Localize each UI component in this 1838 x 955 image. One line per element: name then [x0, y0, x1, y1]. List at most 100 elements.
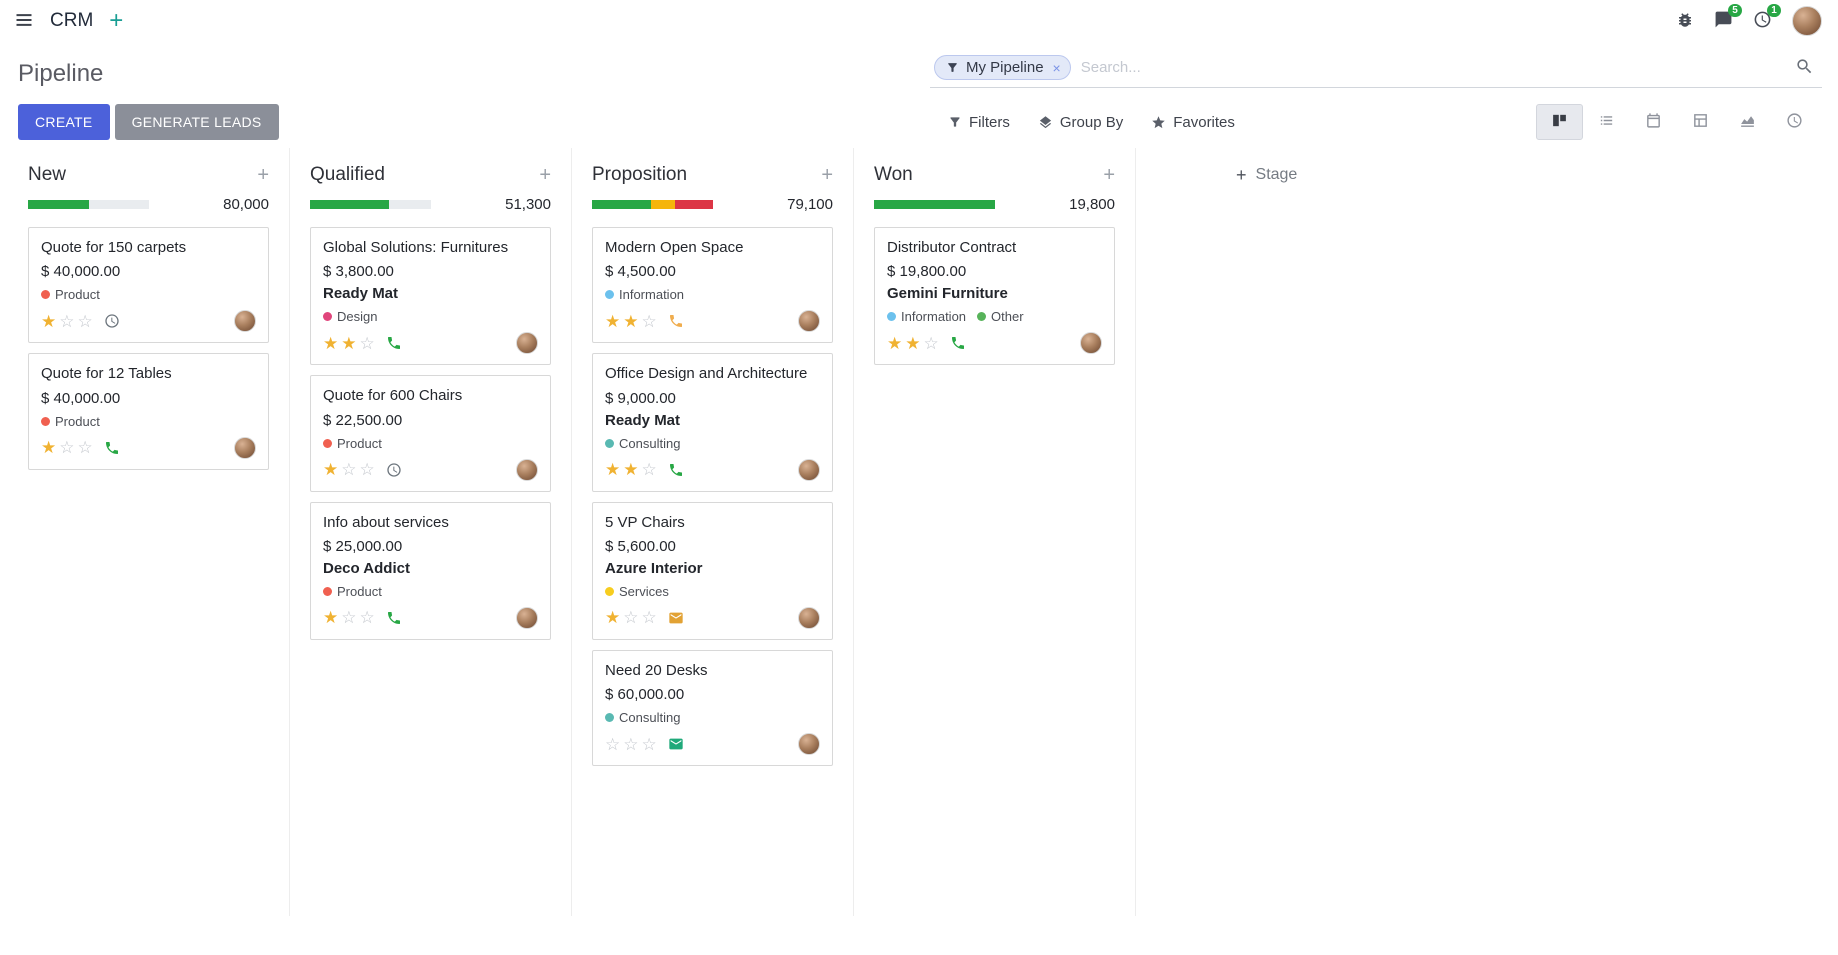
card-title: Quote for 12 Tables — [41, 365, 172, 383]
priority-star-icon[interactable]: ☆ — [359, 608, 375, 628]
priority-star-icon[interactable]: ☆ — [641, 608, 657, 628]
priority-star-icon[interactable]: ☆ — [341, 460, 357, 479]
priority-star-icon[interactable]: ★ — [323, 608, 339, 628]
priority-star-icon[interactable]: ★ — [623, 460, 639, 479]
column-progressbar[interactable] — [310, 200, 431, 209]
column-title[interactable]: Proposition — [592, 164, 688, 185]
card-tag: Product — [41, 287, 100, 302]
column-add-button[interactable]: + — [539, 165, 551, 185]
card-tag: Services — [605, 584, 669, 599]
card-tag: Product — [41, 414, 100, 429]
priority-star-icon[interactable]: ★ — [323, 333, 339, 353]
generate-leads-button[interactable]: GENERATE LEADS — [114, 104, 279, 140]
kanban-board: New + 80,000 Quote for 150 carpets $ 40,… — [0, 148, 1838, 916]
group-by-button[interactable]: Group By — [1038, 114, 1123, 131]
priority-star-icon[interactable]: ☆ — [359, 460, 375, 479]
activity-phone-icon[interactable] — [668, 462, 684, 478]
priority-star-icon[interactable]: ☆ — [641, 460, 657, 479]
activity-phone-icon[interactable] — [386, 610, 402, 626]
progressbar-segment[interactable] — [592, 200, 652, 209]
priority-star-icon[interactable]: ☆ — [359, 333, 375, 353]
progressbar-segment[interactable] — [874, 200, 995, 209]
debug-menu-button[interactable] — [1676, 11, 1694, 32]
priority-star-icon[interactable]: ☆ — [59, 311, 75, 331]
priority-star-icon[interactable]: ☆ — [623, 734, 639, 754]
column-add-button[interactable]: + — [1103, 165, 1115, 185]
search-input[interactable] — [1070, 54, 1795, 81]
kanban-card[interactable]: Modern Open Space $ 4,500.00 Information… — [592, 227, 833, 344]
kanban-card[interactable]: Quote for 150 carpets $ 40,000.00 Produc… — [28, 227, 269, 344]
activity-clock-icon[interactable] — [386, 462, 402, 478]
activity-phone-icon[interactable] — [386, 335, 402, 351]
priority-star-icon[interactable]: ★ — [41, 438, 57, 457]
activity-phone-icon[interactable] — [950, 335, 966, 351]
app-name[interactable]: CRM — [50, 10, 94, 31]
priority-star-icon[interactable]: ★ — [323, 460, 339, 479]
list-view-button[interactable] — [1583, 104, 1630, 140]
priority-star-icon[interactable]: ★ — [605, 608, 621, 628]
priority-star-icon[interactable]: ☆ — [341, 608, 357, 628]
column-title[interactable]: New — [28, 164, 67, 185]
facet-remove-button[interactable]: × — [1052, 59, 1061, 76]
priority-star-icon[interactable]: ★ — [341, 333, 357, 353]
card-title: 5 VP Chairs — [605, 513, 685, 531]
kanban-card[interactable]: Quote for 600 Chairs $ 22,500.00 Product… — [310, 375, 551, 492]
card-title: Distributor Contract — [887, 239, 1017, 256]
priority-star-icon[interactable]: ★ — [623, 311, 639, 331]
priority-star-icon[interactable]: ☆ — [641, 734, 657, 754]
activity-phone-icon[interactable] — [668, 313, 684, 329]
card-amount: $ 60,000.00 — [605, 686, 685, 703]
priority-star-icon[interactable]: ☆ — [923, 333, 939, 353]
column-progressbar[interactable] — [28, 200, 149, 209]
kanban-card[interactable]: 5 VP Chairs $ 5,600.00 Azure Interior Se… — [592, 501, 833, 640]
kanban-card[interactable]: Info about services $ 25,000.00 Deco Add… — [310, 501, 551, 640]
activities-menu-button[interactable]: 1 — [1753, 4, 1781, 32]
priority-star-icon[interactable]: ☆ — [77, 438, 93, 457]
pivot-view-button[interactable] — [1677, 104, 1724, 140]
column-progressbar[interactable] — [874, 200, 995, 209]
kanban-card[interactable]: Need 20 Desks $ 60,000.00 Consulting ☆ ☆ ☆ — [592, 649, 833, 766]
priority-star-icon[interactable]: ☆ — [59, 438, 75, 457]
quick-create-button[interactable]: + — [109, 9, 123, 33]
apps-menu-button[interactable] — [14, 10, 34, 33]
priority-star-icon[interactable]: ☆ — [641, 311, 657, 331]
priority-star-icon[interactable]: ☆ — [605, 734, 621, 754]
column-title[interactable]: Qualified — [310, 164, 385, 185]
favorites-button[interactable]: Favorites — [1151, 114, 1235, 131]
activity-phone-icon[interactable] — [104, 440, 120, 456]
priority-star-icon[interactable]: ★ — [905, 333, 921, 353]
progressbar-segment[interactable] — [651, 200, 676, 209]
activity-envelope-icon[interactable] — [668, 736, 684, 752]
avatar — [516, 458, 538, 481]
priority-star-icon[interactable]: ☆ — [623, 608, 639, 628]
progressbar-segment[interactable] — [675, 200, 713, 209]
search-button[interactable] — [1795, 57, 1814, 79]
column-total: 79,100 — [787, 196, 833, 213]
activity-view-button[interactable] — [1771, 104, 1818, 140]
kanban-card[interactable]: Global Solutions: Furnitures $ 3,800.00 … — [310, 227, 551, 366]
filters-button[interactable]: Filters — [948, 114, 1010, 131]
user-avatar[interactable] — [1792, 6, 1822, 36]
kanban-card[interactable]: Quote for 12 Tables $ 40,000.00 Product … — [28, 353, 269, 470]
column-progressbar[interactable] — [592, 200, 713, 209]
priority-star-icon[interactable]: ★ — [41, 311, 57, 331]
column-add-button[interactable]: + — [257, 165, 269, 185]
activity-clock-icon[interactable] — [104, 313, 120, 329]
messages-menu-button[interactable]: 5 — [1714, 4, 1742, 32]
calendar-view-button[interactable] — [1630, 104, 1677, 140]
column-title[interactable]: Won — [874, 164, 913, 185]
column-add-button[interactable]: + — [821, 165, 833, 185]
graph-view-button[interactable] — [1724, 104, 1771, 140]
priority-star-icon[interactable]: ☆ — [77, 311, 93, 331]
add-stage-button[interactable]: + Stage — [1236, 166, 1297, 184]
kanban-view-button[interactable] — [1536, 104, 1583, 140]
create-button[interactable]: CREATE — [18, 104, 110, 140]
priority-star-icon[interactable]: ★ — [605, 460, 621, 479]
priority-star-icon[interactable]: ★ — [887, 333, 903, 353]
progressbar-segment[interactable] — [28, 200, 89, 209]
activity-envelope-icon[interactable] — [668, 610, 684, 626]
kanban-card[interactable]: Office Design and Architecture $ 9,000.0… — [592, 353, 833, 492]
kanban-card[interactable]: Distributor Contract $ 19,800.00 Gemini … — [874, 227, 1115, 366]
priority-star-icon[interactable]: ★ — [605, 311, 621, 331]
progressbar-segment[interactable] — [310, 200, 389, 209]
